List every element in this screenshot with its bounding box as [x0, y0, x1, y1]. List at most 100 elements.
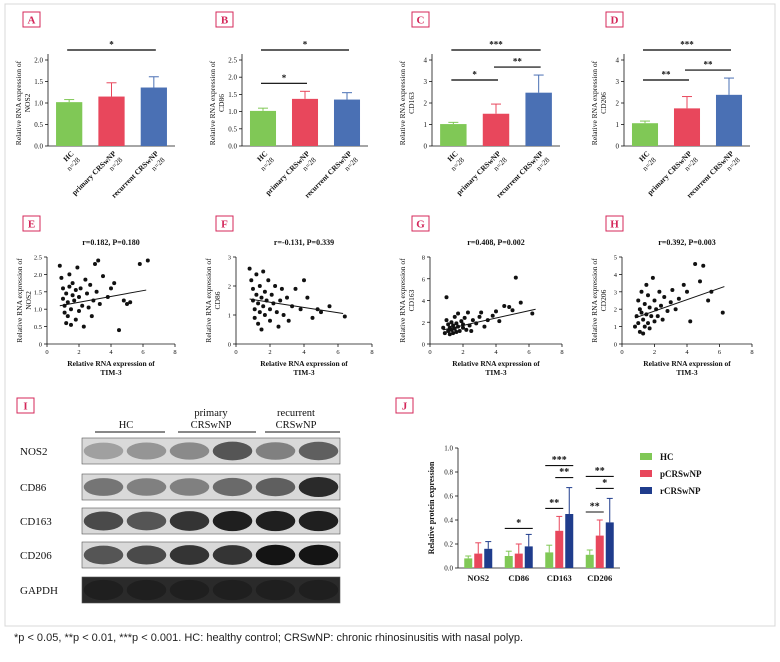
significance-label: **: [559, 467, 569, 478]
data-point: [247, 266, 252, 271]
data-point: [502, 303, 507, 308]
data-point: [310, 315, 315, 320]
blot-band: [169, 579, 210, 601]
y-tick-label: 8: [422, 255, 425, 262]
data-point: [470, 318, 475, 323]
data-point: [649, 314, 654, 319]
panel-label-box: [605, 215, 624, 232]
data-point: [97, 301, 102, 306]
data-point: [633, 324, 637, 329]
data-point: [444, 295, 449, 300]
data-point: [109, 286, 113, 291]
trend-line: [443, 308, 536, 331]
significance-label: *: [303, 40, 308, 50]
data-point: [59, 275, 64, 280]
legend-swatch: [640, 453, 652, 460]
bar-0: [440, 124, 467, 146]
data-point: [78, 286, 83, 291]
panel-label-C: C: [417, 15, 425, 27]
y-axis-label: Relative RNA expression ofNOS2: [14, 60, 32, 145]
y-axis-label: Relative RNA expression ofCD206: [590, 60, 608, 145]
trend-line: [249, 298, 344, 315]
data-point: [659, 303, 663, 308]
data-point: [657, 289, 662, 294]
data-point: [685, 289, 689, 294]
category-label: CD163: [547, 573, 572, 583]
data-point: [262, 289, 267, 294]
data-point: [464, 327, 469, 332]
panel-label-box: [411, 215, 430, 232]
data-point: [449, 320, 454, 325]
blot-band: [169, 442, 210, 460]
correlation-annotation: r=0.182, P=0.180: [82, 238, 140, 247]
data-point: [256, 321, 261, 326]
data-point: [650, 275, 655, 280]
data-point: [70, 293, 75, 298]
blot-band: [126, 442, 167, 460]
panel-label-I: I: [23, 401, 27, 413]
data-point: [112, 281, 117, 286]
significance-label: *: [282, 73, 287, 83]
data-point: [688, 319, 693, 324]
blot-band: [126, 511, 167, 531]
significance-label: **: [513, 57, 523, 67]
y-tick-label: 0.5: [228, 125, 237, 133]
blot-band: [212, 545, 253, 565]
category-label: CD86: [508, 573, 529, 583]
y-tick-label: 3: [614, 289, 617, 296]
panel-label-box: [22, 215, 41, 232]
scatter-chart-G: r=0.408, P=0.002 0 2 4 6 8 0 2 4 6 8 Relative RNA e…: [398, 238, 564, 377]
data-point: [646, 321, 650, 326]
data-point: [85, 291, 89, 296]
x-tick-label: 0: [45, 349, 48, 356]
blot-strip: [81, 473, 341, 501]
panel-label-G: G: [416, 219, 425, 231]
data-point: [477, 314, 482, 319]
scatter-chart-F: r=-0.131, P=0.339 0 1 2 3 0 2 4 6 8 Relative RNA e…: [204, 238, 374, 377]
y-tick-label: 1.0: [228, 108, 237, 116]
data-point: [441, 325, 446, 330]
y-tick-label: 2.0: [34, 57, 43, 65]
blot-band: [169, 478, 210, 496]
blot-band: [298, 579, 339, 601]
blot-band: [126, 545, 167, 565]
blot-band: [298, 510, 339, 532]
data-point: [305, 295, 310, 300]
blot-row-label: CD86: [20, 482, 47, 494]
data-point: [96, 258, 101, 263]
bar-rCRSwNP: [605, 522, 614, 568]
bar-1: [482, 113, 510, 146]
data-point: [444, 318, 449, 323]
data-point: [668, 300, 673, 305]
y-tick-label: 1: [424, 121, 428, 129]
data-point: [319, 310, 323, 315]
significance-label: **: [590, 502, 600, 513]
x-tick-label: 2: [77, 349, 80, 356]
data-point: [281, 313, 286, 317]
data-point: [257, 284, 262, 288]
group-label: primary: [194, 408, 228, 419]
y-tick-label: 2.5: [228, 57, 237, 65]
significance-label: *: [472, 70, 477, 80]
data-point: [65, 314, 70, 319]
x-tick-label: 0: [620, 349, 623, 356]
data-point: [637, 329, 642, 334]
x-tick-label: 4: [685, 349, 689, 356]
data-point: [513, 275, 518, 280]
blot-row-label: CD206: [20, 550, 52, 562]
y-tick-label: 0: [422, 342, 425, 349]
data-point: [75, 265, 80, 270]
data-point: [93, 261, 97, 266]
data-point: [641, 317, 646, 322]
y-tick-label: 2: [616, 100, 620, 108]
data-point: [64, 321, 69, 326]
panel-label-F: F: [221, 219, 228, 231]
blot-band: [298, 441, 339, 461]
y-tick-label: 2.5: [34, 255, 42, 262]
y-tick-label: 6: [422, 276, 426, 283]
data-point: [647, 305, 652, 310]
category-label: CD206: [587, 573, 612, 583]
x-tick-label: 0: [234, 349, 237, 356]
y-tick-label: 1: [616, 121, 620, 129]
bar-pCRSwNP: [555, 530, 564, 568]
